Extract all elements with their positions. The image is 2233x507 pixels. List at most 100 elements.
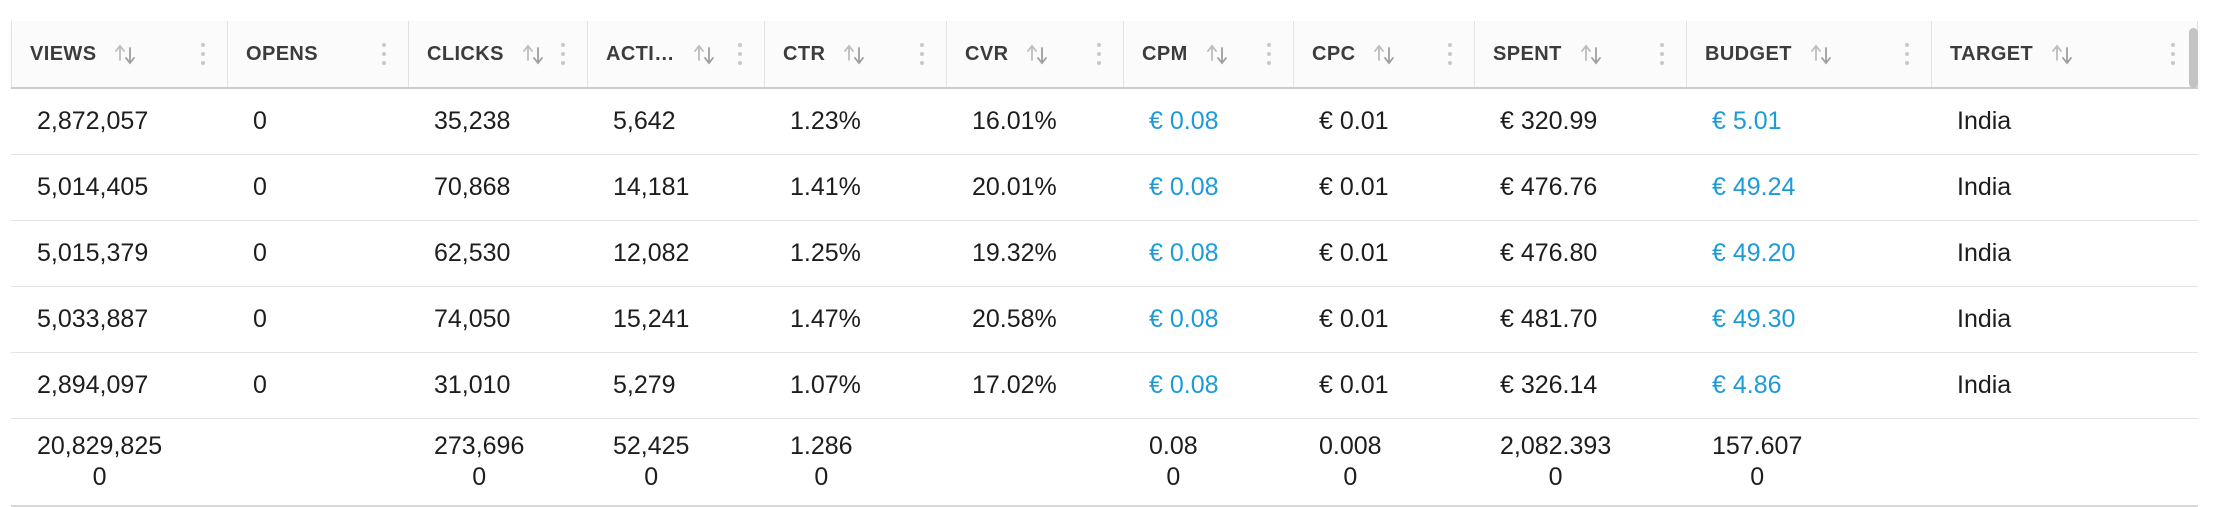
column-header-cpm[interactable]: CPM bbox=[1123, 21, 1293, 87]
footer-total-line1: 20,829,825 bbox=[37, 432, 163, 460]
sort-icon[interactable] bbox=[1369, 39, 1399, 69]
footer-target bbox=[1931, 419, 2198, 505]
cell-actions: 5,642 bbox=[613, 107, 676, 135]
cell-opens: 0 bbox=[253, 371, 267, 399]
cell-budget[interactable]: € 5.01 bbox=[1712, 107, 1782, 135]
table-body: 2,872,057 0 35,238 5,642 1.23% 16.01% € 0.08 € … bbox=[11, 89, 2198, 419]
column-menu-kebab-icon[interactable] bbox=[555, 39, 571, 69]
table-row: 2,894,097 0 31,010 5,279 1.07% 17.02% € 0.08 € … bbox=[11, 353, 2198, 419]
sort-icon[interactable] bbox=[518, 39, 548, 69]
cell-ctr: 1.07% bbox=[790, 371, 861, 399]
column-header-clicks[interactable]: CLICKS bbox=[408, 21, 587, 87]
cell-cpc: € 0.01 bbox=[1319, 305, 1389, 333]
cell-cvr: 20.58% bbox=[972, 305, 1057, 333]
column-header-cpc[interactable]: CPC bbox=[1293, 21, 1474, 87]
cell-ctr: 1.47% bbox=[790, 305, 861, 333]
column-header-spent[interactable]: SPENT bbox=[1474, 21, 1686, 87]
footer-total-value: 52,425 0 bbox=[613, 431, 689, 493]
column-menu-kebab-icon[interactable] bbox=[1261, 39, 1277, 69]
table-totals-row: 20,829,825 0 273,696 0 52,425 0 1.286 0 0.08 0 0.0… bbox=[11, 419, 2198, 507]
cell-actions: 12,082 bbox=[613, 239, 690, 267]
sort-icon[interactable] bbox=[1202, 39, 1232, 69]
footer-budget: 157.607 0 bbox=[1686, 419, 1931, 505]
table-header-row: VIEWS OPENS CLICKS ACTI… CTR CVR CPM CPC SPENT BU… bbox=[11, 21, 2198, 89]
cell-budget[interactable]: € 49.24 bbox=[1712, 173, 1796, 201]
footer-actions: 52,425 0 bbox=[587, 419, 764, 505]
column-menu-kebab-icon[interactable] bbox=[732, 39, 748, 69]
cell-views: 2,894,097 bbox=[37, 371, 149, 399]
column-menu-kebab-icon[interactable] bbox=[1091, 39, 1107, 69]
cell-budget[interactable]: € 4.86 bbox=[1712, 371, 1782, 399]
column-header-opens[interactable]: OPENS bbox=[227, 21, 408, 87]
cell-target: India bbox=[1957, 305, 2012, 333]
column-header-target[interactable]: TARGET bbox=[1931, 21, 2198, 87]
cell-cpm[interactable]: € 0.08 bbox=[1149, 371, 1219, 399]
footer-total-value: 20,829,825 0 bbox=[37, 431, 162, 493]
sort-icon[interactable] bbox=[1576, 39, 1606, 69]
footer-total-line1: 0.008 bbox=[1319, 432, 1382, 460]
column-header-label: CPC bbox=[1312, 42, 1356, 65]
cell-opens: 0 bbox=[253, 239, 267, 267]
cell-target: India bbox=[1957, 239, 2012, 267]
cell-ctr: 1.41% bbox=[790, 173, 861, 201]
cell-cpm[interactable]: € 0.08 bbox=[1149, 107, 1219, 135]
column-menu-kebab-icon[interactable] bbox=[1654, 39, 1670, 69]
cell-opens: 0 bbox=[253, 305, 267, 333]
sort-icon[interactable] bbox=[2047, 39, 2077, 69]
cell-cpm[interactable]: € 0.08 bbox=[1149, 305, 1219, 333]
cell-clicks: 70,868 bbox=[434, 173, 511, 201]
cell-clicks: 74,050 bbox=[434, 305, 511, 333]
column-header-label: BUDGET bbox=[1705, 42, 1792, 65]
cell-cpc: € 0.01 bbox=[1319, 107, 1389, 135]
cell-opens: 0 bbox=[253, 107, 267, 135]
vertical-scrollbar-thumb[interactable] bbox=[2189, 28, 2198, 88]
footer-total-line2: 0 bbox=[1548, 463, 1563, 491]
sort-icon[interactable] bbox=[110, 39, 140, 69]
sort-icon[interactable] bbox=[689, 39, 719, 69]
column-header-label: SPENT bbox=[1493, 42, 1562, 65]
cell-cpm[interactable]: € 0.08 bbox=[1149, 173, 1219, 201]
column-menu-kebab-icon[interactable] bbox=[195, 39, 211, 69]
footer-total-value: 273,696 0 bbox=[434, 431, 524, 493]
footer-opens bbox=[227, 419, 408, 505]
cell-actions: 15,241 bbox=[613, 305, 690, 333]
column-menu-kebab-icon[interactable] bbox=[376, 39, 392, 69]
footer-total-line2: 0 bbox=[1166, 463, 1181, 491]
column-header-cvr[interactable]: CVR bbox=[946, 21, 1123, 87]
column-header-label: CPM bbox=[1142, 42, 1188, 65]
sort-icon[interactable] bbox=[1022, 39, 1052, 69]
column-header-views[interactable]: VIEWS bbox=[11, 21, 227, 87]
footer-total-value: 157.607 0 bbox=[1712, 431, 1802, 493]
column-menu-kebab-icon[interactable] bbox=[1442, 39, 1458, 69]
column-header-ctr[interactable]: CTR bbox=[764, 21, 946, 87]
cell-spent: € 320.99 bbox=[1500, 107, 1598, 135]
cell-cvr: 16.01% bbox=[972, 107, 1057, 135]
column-header-label: VIEWS bbox=[30, 42, 97, 65]
cell-actions: 5,279 bbox=[613, 371, 676, 399]
footer-total-line2: 0 bbox=[1343, 463, 1358, 491]
footer-total-line1: 273,696 bbox=[434, 432, 525, 460]
footer-total-line1: 157.607 bbox=[1712, 432, 1803, 460]
cell-budget[interactable]: € 49.20 bbox=[1712, 239, 1796, 267]
cell-views: 5,014,405 bbox=[37, 173, 149, 201]
cell-cpm[interactable]: € 0.08 bbox=[1149, 239, 1219, 267]
footer-views: 20,829,825 0 bbox=[11, 419, 227, 505]
column-header-budget[interactable]: BUDGET bbox=[1686, 21, 1931, 87]
footer-total-line2: 0 bbox=[644, 463, 659, 491]
footer-cvr bbox=[946, 419, 1123, 505]
sort-icon[interactable] bbox=[1806, 39, 1836, 69]
column-menu-kebab-icon[interactable] bbox=[1899, 39, 1915, 69]
cell-target: India bbox=[1957, 173, 2012, 201]
sort-icon[interactable] bbox=[839, 39, 869, 69]
column-header-label: TARGET bbox=[1950, 42, 2034, 65]
column-header-actions[interactable]: ACTI… bbox=[587, 21, 764, 87]
column-menu-kebab-icon[interactable] bbox=[914, 39, 930, 69]
cell-cpc: € 0.01 bbox=[1319, 371, 1389, 399]
column-menu-kebab-icon[interactable] bbox=[2165, 39, 2181, 69]
column-header-label: CTR bbox=[783, 42, 826, 65]
cell-budget[interactable]: € 49.30 bbox=[1712, 305, 1796, 333]
footer-spent: 2,082.393 0 bbox=[1474, 419, 1686, 505]
table-row: 2,872,057 0 35,238 5,642 1.23% 16.01% € 0.08 € … bbox=[11, 89, 2198, 155]
column-header-label: ACTI… bbox=[606, 42, 675, 65]
